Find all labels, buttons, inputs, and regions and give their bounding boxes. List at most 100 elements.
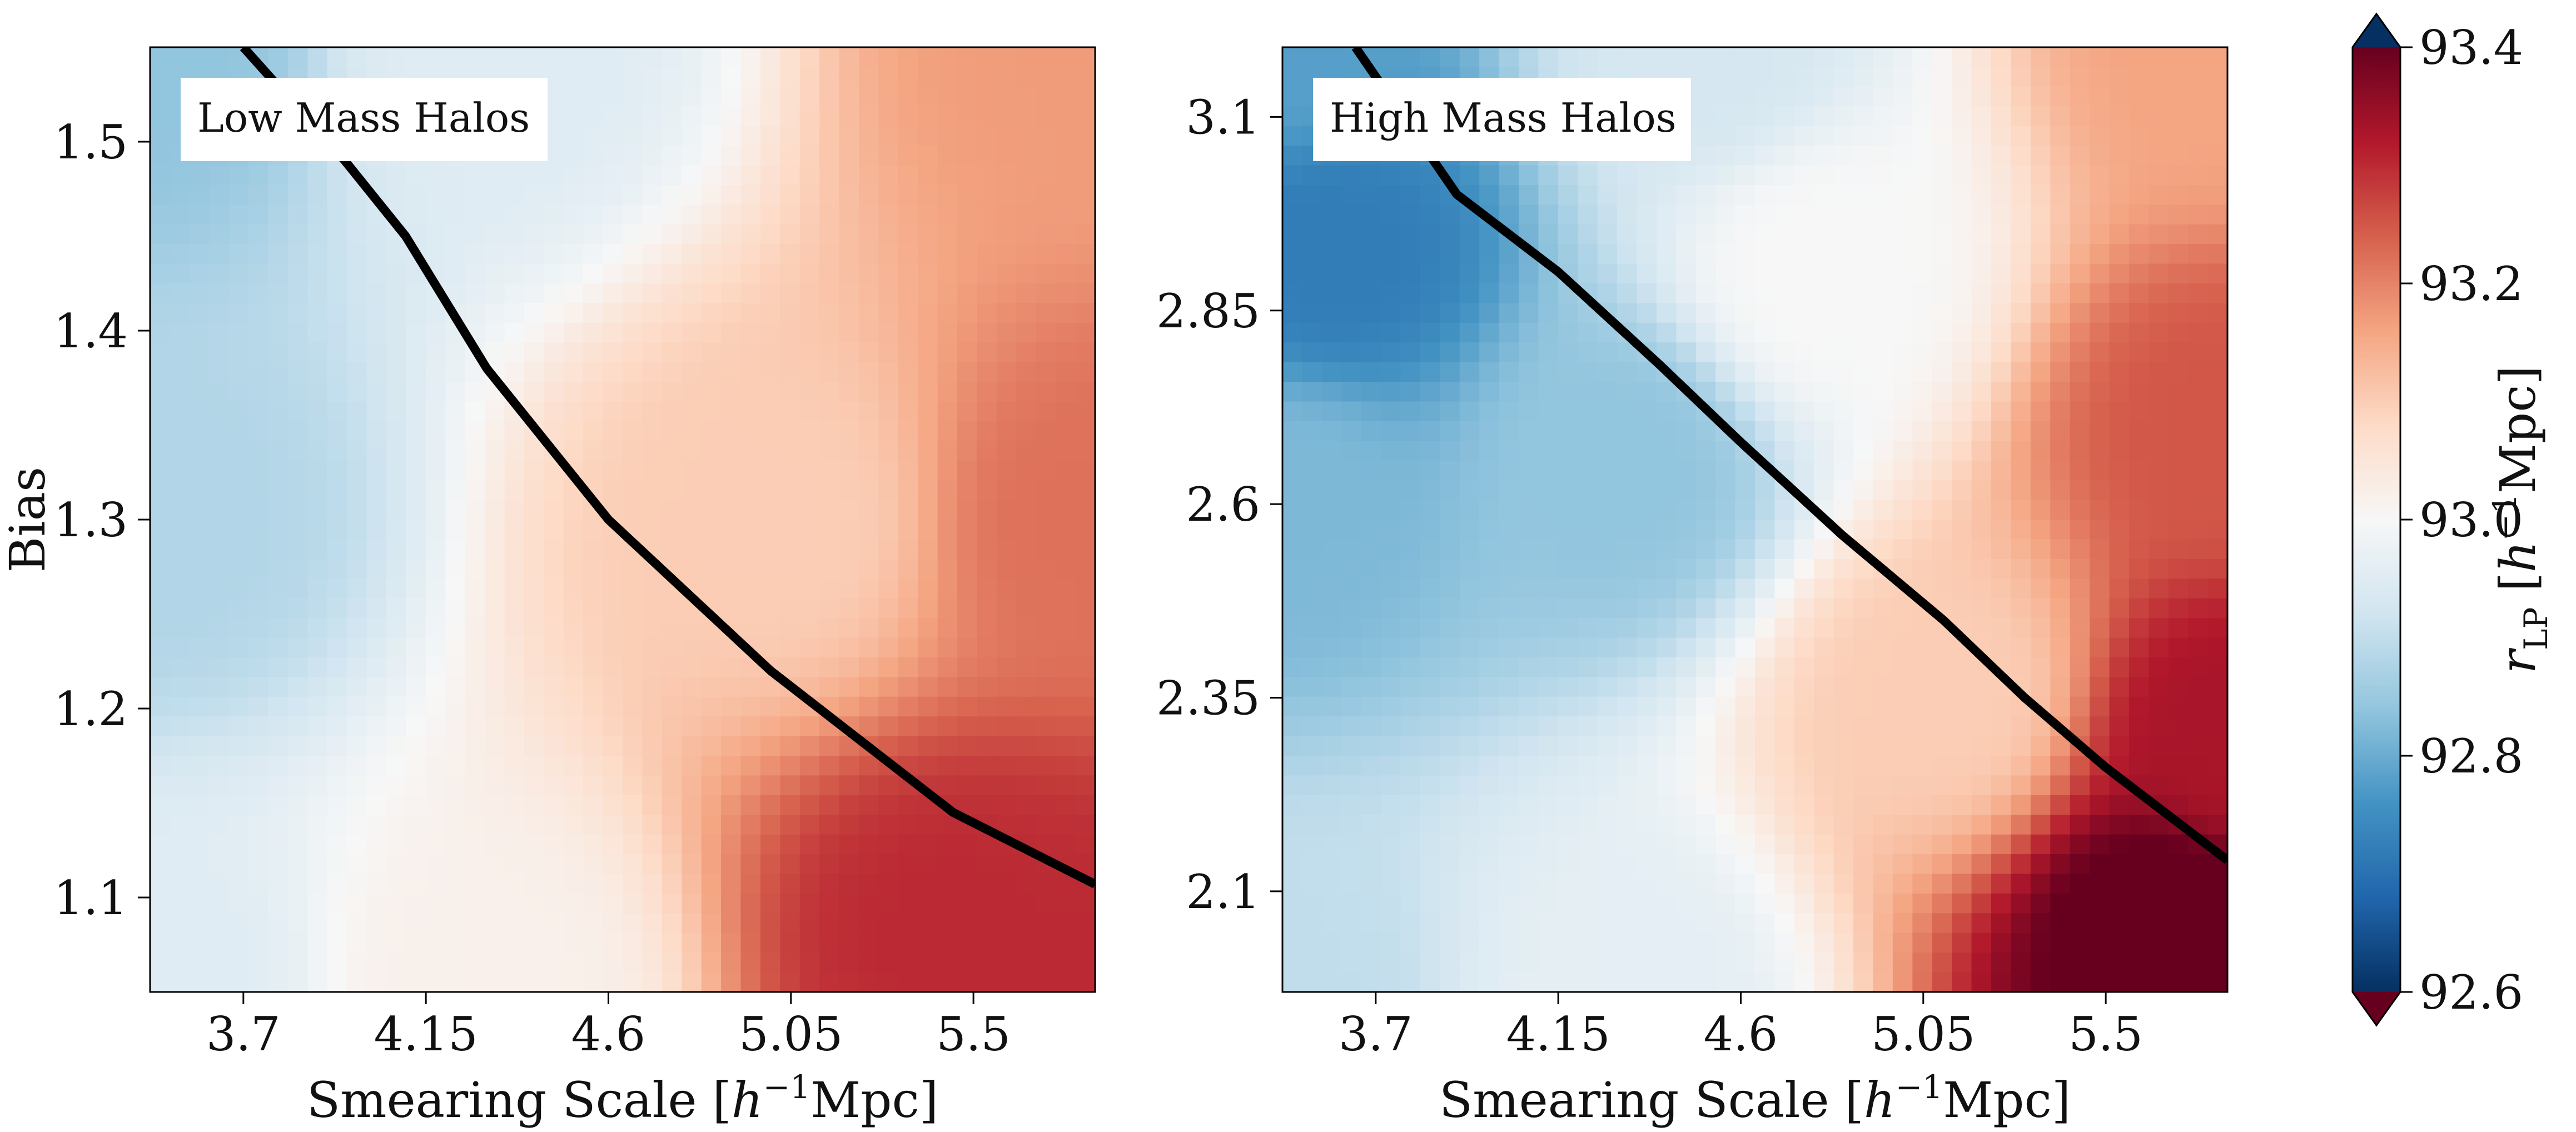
heatmap-cell bbox=[1755, 342, 1776, 363]
heatmap-cell bbox=[977, 874, 997, 894]
heatmap-cell bbox=[1853, 756, 1874, 776]
heatmap-cell bbox=[898, 874, 919, 894]
heatmap-cell bbox=[1932, 303, 1953, 323]
heatmap-cell bbox=[1853, 67, 1874, 87]
heatmap-cell bbox=[1676, 421, 1697, 442]
heatmap-cell bbox=[1400, 322, 1421, 343]
heatmap-cell bbox=[1075, 224, 1095, 245]
heatmap-cell bbox=[1420, 972, 1441, 992]
heatmap-cell bbox=[445, 558, 466, 580]
heatmap-cell bbox=[1715, 500, 1736, 520]
heatmap-cell bbox=[1341, 205, 1362, 225]
heatmap-cell bbox=[445, 795, 466, 816]
heatmap-cell bbox=[268, 932, 289, 954]
heatmap-cell bbox=[1991, 382, 2012, 402]
heatmap-cell bbox=[2050, 795, 2071, 816]
heatmap-cell bbox=[2050, 953, 2071, 973]
heatmap-cell bbox=[1637, 322, 1657, 343]
heatmap-cell bbox=[248, 677, 269, 697]
heatmap-cell bbox=[1971, 558, 1992, 580]
heatmap-cell bbox=[2011, 421, 2031, 442]
heatmap-cell bbox=[1538, 500, 1559, 520]
heatmap-cell bbox=[1016, 775, 1037, 796]
heatmap-cell bbox=[445, 421, 466, 442]
heatmap-cell bbox=[1558, 775, 1579, 796]
heatmap-cell bbox=[957, 637, 978, 658]
heatmap-cell bbox=[740, 382, 761, 402]
heatmap-cell bbox=[1853, 480, 1874, 501]
heatmap-cell bbox=[1952, 854, 1972, 875]
heatmap-cell bbox=[1755, 224, 1776, 245]
heatmap-cell bbox=[1578, 874, 1598, 894]
heatmap-cell bbox=[996, 47, 1017, 68]
heatmap-cell bbox=[1538, 874, 1559, 894]
heatmap-cell bbox=[1774, 520, 1795, 540]
heatmap-cell bbox=[425, 893, 446, 914]
heatmap-cell bbox=[996, 322, 1017, 343]
heatmap-cell bbox=[839, 874, 859, 894]
heatmap-cell bbox=[150, 618, 171, 639]
heatmap-cell bbox=[1755, 106, 1776, 127]
heatmap-cell bbox=[819, 303, 840, 323]
heatmap-cell bbox=[1952, 520, 1972, 540]
heatmap-cell bbox=[623, 47, 643, 68]
heatmap-cell bbox=[1755, 421, 1776, 442]
heatmap-cell bbox=[1036, 598, 1057, 619]
heatmap-cell bbox=[1036, 303, 1057, 323]
heatmap-cell bbox=[642, 342, 663, 363]
heatmap-cell bbox=[2070, 874, 2091, 894]
heatmap-cell bbox=[2011, 520, 2031, 540]
heatmap-cell bbox=[623, 756, 643, 776]
heatmap-cell bbox=[623, 657, 643, 678]
heatmap-cell bbox=[662, 736, 683, 756]
heatmap-cell bbox=[366, 303, 387, 323]
heatmap-cell bbox=[937, 539, 958, 560]
heatmap-cell bbox=[1952, 47, 1972, 68]
heatmap-cell bbox=[485, 972, 505, 992]
heatmap-cell bbox=[878, 716, 899, 737]
heatmap-cell bbox=[1519, 441, 1539, 461]
heatmap-cell bbox=[1892, 322, 1913, 343]
heatmap-cell bbox=[1794, 893, 1815, 914]
heatmap-cell bbox=[1361, 520, 1382, 540]
heatmap-cell bbox=[1519, 598, 1539, 619]
heatmap-cell bbox=[701, 972, 722, 992]
heatmap-cell bbox=[1695, 362, 1717, 383]
heatmap-cell bbox=[740, 224, 761, 245]
heatmap-cell bbox=[1479, 382, 1500, 402]
heatmap-cell bbox=[799, 146, 820, 166]
heatmap-cell bbox=[1912, 184, 1933, 206]
heatmap-cell bbox=[603, 146, 623, 166]
heatmap-cell bbox=[425, 932, 446, 954]
heatmap-cell bbox=[386, 520, 407, 540]
heatmap-cell bbox=[819, 47, 840, 68]
heatmap-cell bbox=[839, 598, 859, 619]
heatmap-cell bbox=[228, 953, 250, 973]
heatmap-cell bbox=[1814, 972, 1834, 992]
heatmap-cell bbox=[307, 637, 328, 658]
heatmap-cell bbox=[662, 283, 683, 304]
heatmap-cell bbox=[366, 224, 387, 245]
heatmap-cell bbox=[1695, 86, 1717, 107]
heatmap-cell bbox=[1952, 421, 1972, 442]
heatmap-cell bbox=[760, 184, 781, 206]
heatmap-cell bbox=[957, 913, 978, 934]
heatmap-cell bbox=[347, 244, 367, 265]
high-mass-contour-line bbox=[1351, 47, 2227, 864]
heatmap-cell bbox=[2168, 303, 2189, 323]
heatmap-cell bbox=[1715, 539, 1736, 560]
heatmap-cell bbox=[366, 953, 387, 973]
heatmap-cell bbox=[1519, 205, 1539, 225]
heatmap-cell bbox=[209, 756, 230, 776]
heatmap-cell bbox=[819, 106, 840, 127]
heatmap-cell bbox=[1341, 775, 1362, 796]
heatmap-cell bbox=[1735, 558, 1756, 580]
heatmap-cell bbox=[1075, 598, 1095, 619]
heatmap-cell bbox=[563, 716, 584, 737]
heatmap-cell bbox=[780, 716, 800, 737]
heatmap-cell bbox=[878, 637, 899, 658]
colorbar-tick-label: 93.4 bbox=[2419, 21, 2523, 75]
heatmap-cell bbox=[1833, 382, 1854, 402]
heatmap-cell bbox=[819, 362, 840, 383]
heatmap-cell bbox=[2188, 165, 2209, 186]
